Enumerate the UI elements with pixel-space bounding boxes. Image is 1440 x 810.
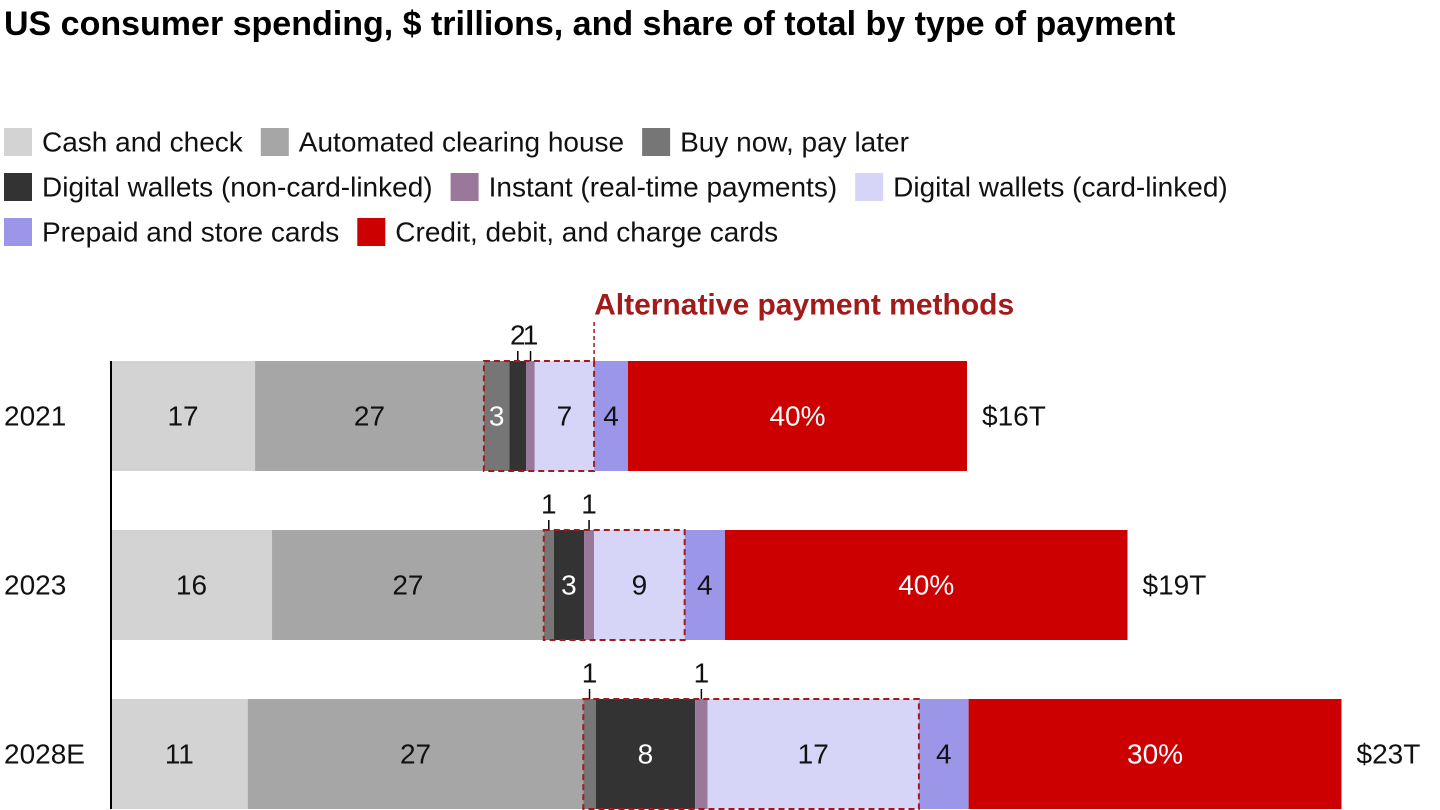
bar-segment	[111, 530, 273, 640]
value-label: 1	[694, 658, 710, 689]
total-label: $23T	[1357, 739, 1421, 770]
bar-segment	[526, 361, 535, 471]
value-label: 11	[165, 739, 194, 770]
bar-segment	[595, 699, 696, 809]
value-label: 27	[354, 401, 385, 432]
total-label: $16T	[982, 401, 1046, 432]
value-label: 8	[638, 739, 654, 770]
value-label: 17	[167, 401, 198, 432]
value-label: 27	[392, 570, 423, 601]
bar-segment	[695, 699, 708, 809]
annotation: Alternative payment methods	[594, 289, 1014, 322]
legend-label: Instant (real-time payments)	[489, 172, 838, 203]
value-label: 3	[561, 570, 577, 601]
legend-swatch	[260, 128, 289, 156]
alt-payment-box	[542, 529, 686, 641]
category-label: 2023	[4, 570, 66, 601]
value-label: 3	[489, 401, 505, 432]
legend-swatch	[4, 128, 32, 156]
bar-segment	[724, 530, 1128, 640]
legend-label: Digital wallets (card-linked)	[893, 172, 1228, 203]
bar-segment	[255, 361, 484, 471]
legend-label: Buy now, pay later	[680, 127, 909, 158]
bar-segment	[684, 530, 725, 640]
bar-segment	[584, 530, 595, 640]
alt-payment-box	[482, 360, 596, 472]
value-label: 7	[557, 401, 573, 432]
bar-segment	[543, 530, 554, 640]
legend-swatch	[642, 128, 671, 156]
bar-segment	[272, 530, 544, 640]
legend-swatch	[450, 173, 479, 201]
bar-segment	[111, 361, 256, 471]
category-label: 2028E	[4, 739, 85, 770]
bar-segment	[111, 699, 248, 809]
total-label: $19T	[1143, 570, 1207, 601]
legend-swatch	[4, 173, 32, 201]
value-label: 27	[400, 739, 431, 770]
bar-segment	[918, 699, 969, 809]
legend-swatch	[4, 218, 32, 246]
bar-segment	[583, 699, 596, 809]
value-label: 4	[697, 570, 713, 601]
bar-segment	[707, 699, 919, 809]
value-label: 9	[632, 570, 648, 601]
legend-label: Prepaid and store cards	[42, 217, 339, 248]
bar-segment	[594, 530, 685, 640]
bar-segment	[627, 361, 967, 471]
legend-label: Cash and check	[42, 127, 244, 158]
bar-segment	[247, 699, 584, 809]
value-label: 40%	[769, 401, 825, 432]
alt-payment-box	[582, 698, 920, 810]
value-label: 4	[603, 401, 619, 432]
value-label: 4	[936, 739, 952, 770]
legend-swatch	[855, 173, 884, 201]
bar-segment	[483, 361, 510, 471]
legend-label: Credit, debit, and charge cards	[395, 217, 778, 248]
value-label: 1	[523, 320, 539, 351]
bar-segment	[968, 699, 1342, 809]
legend-label: Digital wallets (non-card-linked)	[42, 172, 433, 203]
value-label: 1	[582, 658, 598, 689]
chart-title: US consumer spending, $ trillions, and s…	[4, 5, 1176, 43]
bar-segment	[553, 530, 585, 640]
legend-label: Automated clearing house	[299, 127, 624, 158]
value-label: 2	[510, 320, 526, 351]
value-label: 30%	[1127, 739, 1183, 770]
legend-swatch	[357, 218, 386, 246]
bar-segment	[509, 361, 527, 471]
value-label: 16	[176, 570, 207, 601]
value-label: 17	[798, 739, 829, 770]
value-label: 40%	[898, 570, 954, 601]
bar-segment	[594, 361, 628, 471]
value-label: 1	[581, 489, 597, 520]
bar-segment	[534, 361, 595, 471]
category-label: 2021	[4, 401, 66, 432]
value-label: 1	[541, 489, 557, 520]
